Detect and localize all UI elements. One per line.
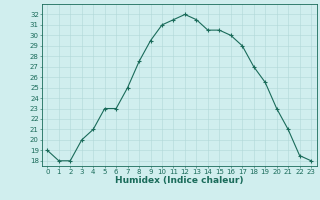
X-axis label: Humidex (Indice chaleur): Humidex (Indice chaleur) <box>115 176 244 185</box>
